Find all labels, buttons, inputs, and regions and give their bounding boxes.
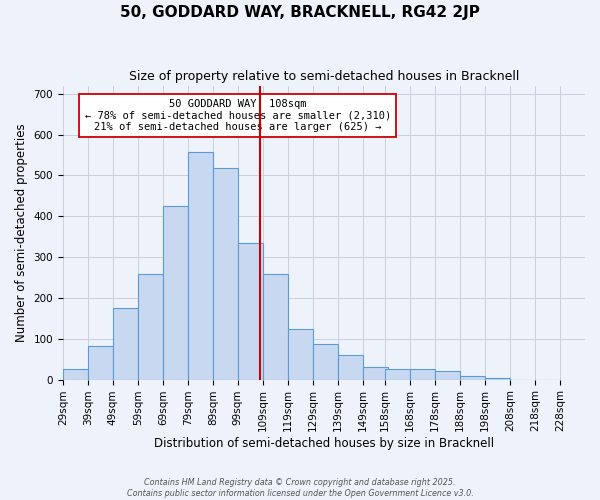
Text: 50, GODDARD WAY, BRACKNELL, RG42 2JP: 50, GODDARD WAY, BRACKNELL, RG42 2JP [120, 5, 480, 20]
Y-axis label: Number of semi-detached properties: Number of semi-detached properties [15, 124, 28, 342]
Bar [138, 274, 163, 380]
Text: 50 GODDARD WAY: 108sqm
← 78% of semi-detached houses are smaller (2,310)
21% of : 50 GODDARD WAY: 108sqm ← 78% of semi-det… [85, 99, 391, 132]
Bar [213, 168, 238, 380]
Bar [460, 376, 485, 380]
Bar [288, 328, 313, 380]
Bar [362, 366, 388, 380]
Bar [63, 370, 88, 380]
Text: Contains HM Land Registry data © Crown copyright and database right 2025.
Contai: Contains HM Land Registry data © Crown c… [127, 478, 473, 498]
Bar [238, 243, 263, 380]
Bar [263, 274, 288, 380]
Title: Size of property relative to semi-detached houses in Bracknell: Size of property relative to semi-detach… [129, 70, 519, 83]
Bar [385, 368, 410, 380]
Bar [338, 355, 362, 380]
Bar [485, 378, 510, 380]
X-axis label: Distribution of semi-detached houses by size in Bracknell: Distribution of semi-detached houses by … [154, 437, 494, 450]
Bar [410, 370, 435, 380]
Bar [313, 344, 338, 380]
Bar [435, 372, 460, 380]
Bar [163, 206, 188, 380]
Bar [113, 308, 138, 380]
Bar [88, 346, 113, 380]
Bar [188, 152, 213, 380]
